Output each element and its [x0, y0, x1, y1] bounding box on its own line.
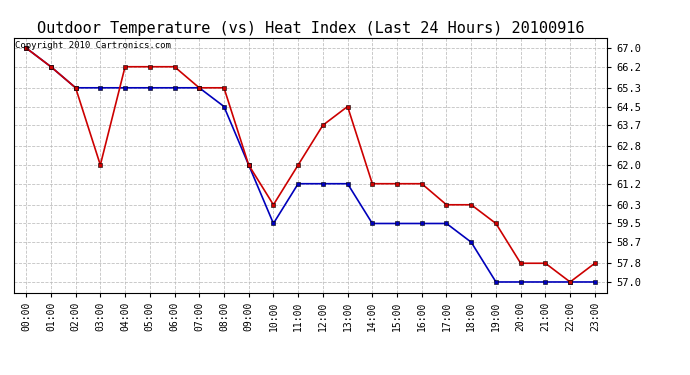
Text: Copyright 2010 Cartronics.com: Copyright 2010 Cartronics.com	[15, 41, 171, 50]
Title: Outdoor Temperature (vs) Heat Index (Last 24 Hours) 20100916: Outdoor Temperature (vs) Heat Index (Las…	[37, 21, 584, 36]
